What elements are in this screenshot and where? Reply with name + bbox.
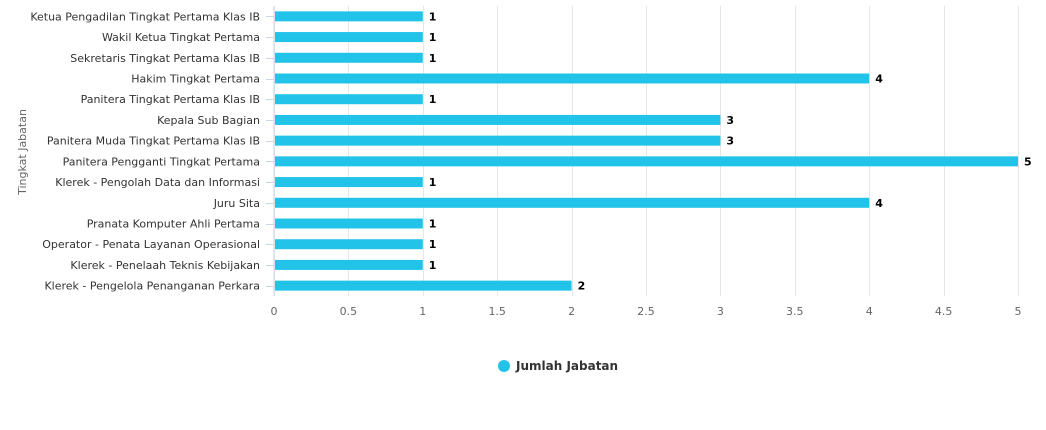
data-label: 5 (1024, 155, 1032, 168)
x-tick-label: 3.5 (786, 305, 804, 318)
x-tick-label: 0 (271, 305, 278, 318)
bar (275, 11, 423, 22)
grid-lines (274, 6, 1019, 296)
data-label: 1 (429, 218, 437, 231)
legend-marker-icon (498, 360, 510, 372)
x-tick-label: 0.5 (340, 305, 358, 318)
data-label: 3 (726, 114, 734, 127)
category-label: Klerek - Penelaah Teknis Kebijakan (70, 259, 260, 272)
data-label: 3 (726, 135, 734, 148)
bar (275, 156, 1018, 167)
bars (275, 11, 1018, 291)
bar (275, 94, 423, 105)
bar (275, 52, 423, 63)
category-label: Kepala Sub Bagian (157, 114, 260, 127)
data-label: 1 (429, 259, 437, 272)
category-label: Wakil Ketua Tingkat Pertama (102, 31, 260, 44)
category-label: Panitera Pengganti Tingkat Pertama (63, 155, 260, 168)
data-label: 4 (875, 197, 883, 210)
bar (275, 177, 423, 188)
bar (275, 135, 721, 146)
data-label: 1 (429, 238, 437, 251)
bar (275, 73, 870, 84)
y-axis-title: Tingkat Jabatan (16, 109, 29, 196)
x-tick-label: 3 (717, 305, 724, 318)
category-label: Ketua Pengadilan Tingkat Pertama Klas IB (30, 10, 260, 23)
category-label: Juru Sita (213, 197, 260, 210)
x-tick-label: 1.5 (488, 305, 506, 318)
data-label: 1 (429, 31, 437, 44)
category-label: Sekretaris Tingkat Pertama Klas IB (70, 52, 260, 65)
category-label: Panitera Muda Tingkat Pertama Klas IB (47, 135, 260, 148)
bar (275, 280, 572, 291)
category-labels: Ketua Pengadilan Tingkat Pertama Klas IB… (30, 10, 274, 293)
category-label: Hakim Tingkat Pertama (131, 73, 260, 86)
bar (275, 114, 721, 125)
legend[interactable]: Jumlah Jabatan (498, 359, 618, 373)
category-label: Panitera Tingkat Pertama Klas IB (81, 93, 260, 106)
x-tick-label: 4 (866, 305, 873, 318)
data-label: 1 (429, 52, 437, 65)
x-tick-label: 2.5 (637, 305, 655, 318)
data-label: 4 (875, 73, 883, 86)
x-tick-label: 2 (568, 305, 575, 318)
data-label: 1 (429, 93, 437, 106)
data-label: 2 (578, 280, 586, 293)
category-label: Operator - Penata Layanan Operasional (42, 238, 260, 251)
bar (275, 239, 423, 250)
x-tick-labels: 0 0.5 1 1.5 2 2.5 3 3.5 4 4.5 5 (271, 305, 1022, 318)
category-label: Klerek - Pengolah Data dan Informasi (55, 176, 260, 189)
legend-label: Jumlah Jabatan (515, 359, 618, 373)
category-label: Pranata Komputer Ahli Pertama (87, 218, 260, 231)
x-tick-label: 4.5 (935, 305, 953, 318)
bar (275, 32, 423, 43)
bar (275, 197, 870, 208)
x-tick-label: 1 (419, 305, 426, 318)
data-label: 1 (429, 176, 437, 189)
bar (275, 218, 423, 229)
data-label: 1 (429, 10, 437, 23)
x-tick-label: 5 (1015, 305, 1022, 318)
data-labels: 1 1 1 4 1 3 3 5 1 4 1 1 1 2 (429, 10, 1032, 292)
bar (275, 259, 423, 270)
category-label: Klerek - Pengelola Penanganan Perkara (44, 280, 260, 293)
